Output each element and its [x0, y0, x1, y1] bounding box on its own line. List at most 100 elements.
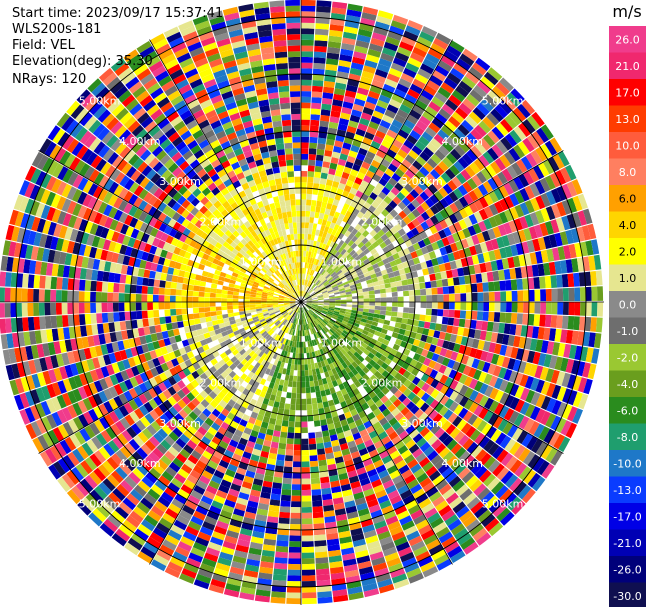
gate: [437, 86, 451, 99]
gate: [411, 271, 418, 278]
gate: [499, 280, 506, 291]
gate: [462, 98, 476, 111]
gate: [320, 276, 326, 282]
gate: [427, 450, 439, 461]
gate: [476, 171, 487, 184]
gate: [394, 275, 402, 282]
gate: [289, 541, 301, 548]
gate: [383, 153, 394, 163]
gate: [454, 210, 464, 222]
gate: [362, 222, 370, 230]
gate: [397, 149, 408, 159]
gate: [354, 158, 364, 167]
gate: [389, 98, 402, 109]
gate: [171, 275, 179, 283]
gate: [441, 420, 452, 432]
gate: [563, 245, 572, 260]
gate: [334, 88, 346, 96]
gate: [286, 598, 301, 605]
gate: [391, 286, 398, 293]
gate: [502, 96, 517, 111]
gate: [361, 268, 369, 274]
gate: [304, 279, 307, 286]
gate: [290, 518, 301, 525]
gate: [107, 312, 114, 323]
gate: [462, 227, 471, 239]
gate: [317, 303, 324, 306]
gate: [507, 496, 522, 511]
gate: [301, 28, 315, 35]
gate: [436, 279, 443, 288]
gate: [382, 273, 389, 280]
gate: [328, 234, 335, 241]
gate: [580, 302, 587, 316]
gate: [494, 157, 507, 171]
gate: [318, 330, 323, 337]
gate: [420, 373, 430, 383]
gate: [332, 445, 341, 453]
gate: [329, 362, 335, 370]
gate: [511, 427, 524, 441]
gate: [385, 412, 395, 422]
gate: [357, 292, 364, 296]
gate: [333, 312, 339, 317]
gate: [322, 327, 328, 333]
gate: [405, 439, 416, 450]
gate: [369, 551, 384, 561]
gate: [292, 375, 298, 382]
gate: [468, 214, 478, 225]
gate: [370, 248, 378, 256]
gate: [147, 310, 154, 319]
gate: [356, 153, 366, 162]
gate: [468, 111, 482, 124]
gate: [358, 472, 369, 481]
gate: [315, 325, 320, 332]
gate: [473, 369, 482, 381]
gate: [320, 287, 327, 292]
gate: [351, 486, 363, 495]
gate: [343, 95, 355, 104]
gate: [410, 463, 422, 474]
gate: [303, 245, 307, 251]
gate: [301, 404, 307, 411]
gate: [357, 355, 365, 363]
gate: [307, 165, 315, 172]
gate: [374, 520, 387, 530]
gate: [301, 96, 311, 103]
gate: [465, 426, 477, 438]
gate: [226, 302, 233, 306]
gate: [383, 319, 391, 326]
gate: [414, 289, 421, 296]
gate: [317, 282, 324, 288]
gate: [407, 318, 414, 326]
gate: [495, 140, 508, 154]
gate: [107, 292, 114, 302]
gate: [298, 319, 301, 325]
gate: [340, 348, 347, 355]
gate: [325, 232, 331, 240]
gate: [283, 380, 289, 387]
gate: [308, 310, 313, 316]
gate: [327, 127, 338, 135]
gate: [455, 505, 470, 519]
gate: [344, 327, 351, 333]
gate: [346, 84, 358, 93]
gate: [378, 469, 389, 479]
gate: [535, 210, 545, 224]
gate: [352, 304, 358, 308]
gate: [527, 277, 535, 290]
gate: [316, 396, 323, 404]
gate: [341, 242, 348, 249]
gate: [216, 288, 223, 294]
gate: [227, 290, 234, 295]
gate: [55, 302, 62, 315]
gate: [232, 302, 239, 306]
gate: [534, 224, 543, 238]
gate: [316, 308, 323, 312]
gate: [304, 293, 309, 298]
gate: [441, 316, 449, 325]
gate: [301, 102, 311, 109]
gate: [412, 433, 423, 444]
gate: [537, 162, 550, 177]
gate: [363, 175, 372, 184]
